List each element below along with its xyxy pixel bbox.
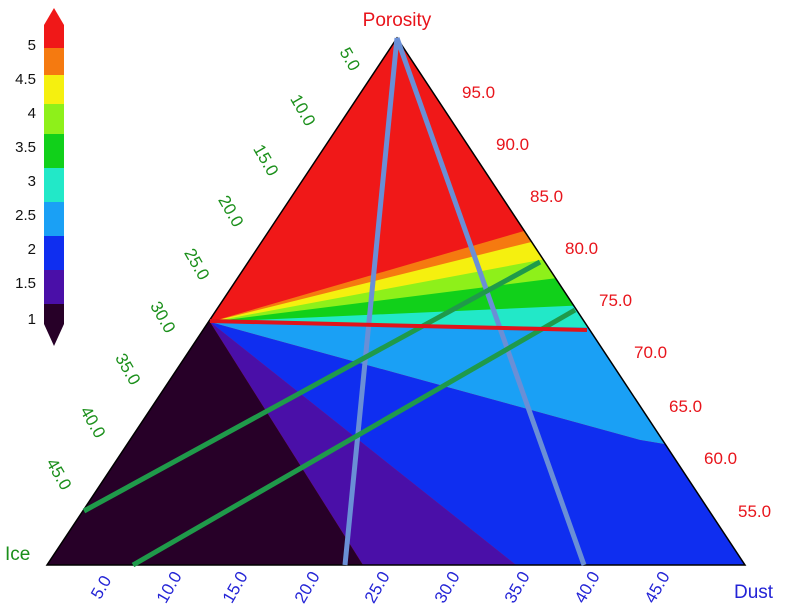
axis-title-ice: Ice xyxy=(5,544,30,565)
dust-tick-label: 20.0 xyxy=(291,568,324,606)
colorbar-segment xyxy=(44,104,64,134)
colorbar-label: 2.5 xyxy=(15,207,36,224)
axis-title-porosity: Porosity xyxy=(363,10,432,31)
porosity-tick-label: 80.0 xyxy=(565,239,598,258)
triangle-outline xyxy=(45,36,747,566)
colorbar-arrow-bottom xyxy=(44,324,64,346)
overlay-blue-line xyxy=(394,37,587,566)
colorbar-label: 4 xyxy=(28,105,36,122)
colorbar-segment xyxy=(44,75,64,104)
dust-tick-label: 10.0 xyxy=(153,568,186,606)
colorbar-segment xyxy=(44,48,64,75)
colorbar-label: 1.5 xyxy=(15,275,36,292)
porosity-tick-label: 70.0 xyxy=(634,343,667,362)
dust-tick-label: 30.0 xyxy=(431,568,464,606)
dust-tick-label: 40.0 xyxy=(571,568,604,606)
porosity-ticks: 95.0 90.0 85.0 80.0 75.0 70.0 65.0 60.0 … xyxy=(462,83,771,521)
dust-tick-label: 45.0 xyxy=(641,568,674,606)
colorbar-label: 4.5 xyxy=(15,71,36,88)
colorbar-label: 3 xyxy=(28,173,36,190)
porosity-tick-label: 60.0 xyxy=(704,449,737,468)
dust-tick-label: 5.0 xyxy=(87,572,115,602)
colorbar-label: 2 xyxy=(28,241,36,258)
porosity-tick-label: 75.0 xyxy=(599,291,632,310)
ice-tick-label: 45.0 xyxy=(42,455,75,493)
ice-tick-label: 40.0 xyxy=(76,403,109,441)
ice-tick-label: 25.0 xyxy=(180,245,213,283)
overlay-blue-line xyxy=(342,37,400,566)
colorbar-segment xyxy=(44,304,64,324)
colorbar-label: 3.5 xyxy=(15,139,36,156)
dust-tick-label: 25.0 xyxy=(361,568,394,606)
ice-tick-label: 10.0 xyxy=(286,91,319,129)
ice-tick-label: 15.0 xyxy=(249,141,282,179)
ice-tick-label: 30.0 xyxy=(146,298,179,336)
colorbar-arrow-top xyxy=(44,8,64,25)
porosity-tick-label: 65.0 xyxy=(669,397,702,416)
dust-tick-label: 15.0 xyxy=(219,568,252,606)
dust-ticks: 5.0 10.0 15.0 20.0 25.0 30.0 35.0 40.0 4… xyxy=(87,568,674,606)
colorbar: 5 4.5 4 3.5 3 2.5 2 1.5 1 xyxy=(15,8,64,346)
overlay-green-line xyxy=(131,307,577,568)
porosity-tick-label: 55.0 xyxy=(738,502,771,521)
porosity-tick-label: 85.0 xyxy=(530,187,563,206)
overlay-green-line xyxy=(82,259,542,514)
colorbar-label: 1 xyxy=(28,311,36,328)
colorbar-segment xyxy=(44,236,64,270)
region-indigo xyxy=(210,322,560,565)
colorbar-segment xyxy=(44,270,64,304)
porosity-tick-label: 90.0 xyxy=(496,135,529,154)
dust-tick-label: 35.0 xyxy=(501,568,534,606)
colorbar-label: 5 xyxy=(28,37,36,54)
overlay-red-line xyxy=(209,319,588,332)
ice-tick-label: 35.0 xyxy=(111,350,144,388)
porosity-tick-label: 95.0 xyxy=(462,83,495,102)
overlay-lines xyxy=(82,37,588,568)
colorbar-segment xyxy=(44,202,64,236)
colorbar-segment xyxy=(44,168,64,202)
region-blue xyxy=(210,322,745,565)
ice-tick-label: 20.0 xyxy=(214,192,247,230)
colorbar-segment xyxy=(44,134,64,168)
axis-title-dust: Dust xyxy=(734,582,774,603)
ice-tick-label: 5.0 xyxy=(336,44,364,74)
colorbar-segment xyxy=(44,25,64,48)
